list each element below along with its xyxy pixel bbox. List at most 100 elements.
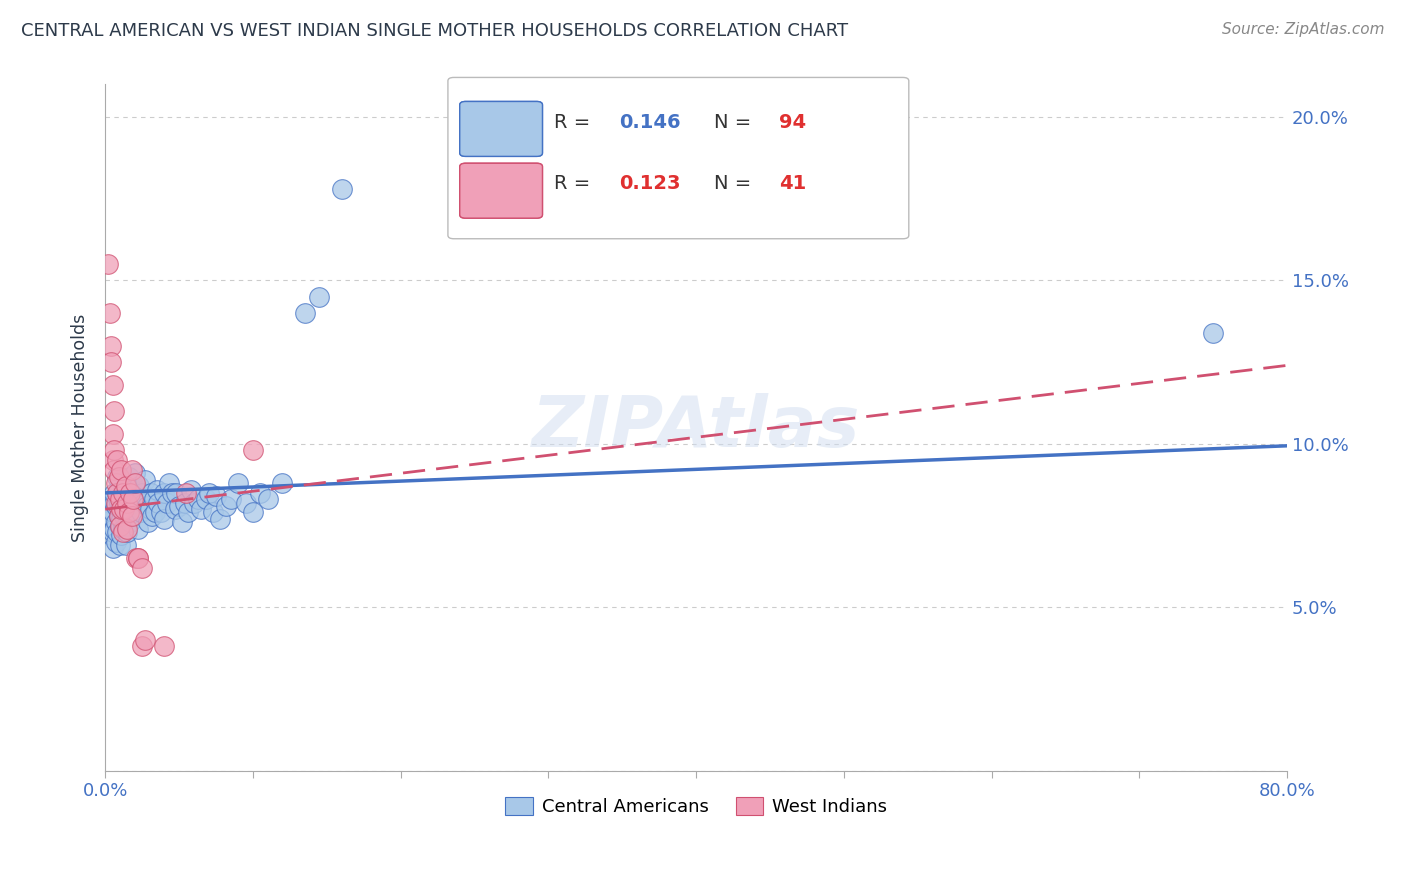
Point — [111, 483, 134, 497]
Text: CENTRAL AMERICAN VS WEST INDIAN SINGLE MOTHER HOUSEHOLDS CORRELATION CHART: CENTRAL AMERICAN VS WEST INDIAN SINGLE M… — [21, 22, 848, 40]
Point — [98, 502, 121, 516]
Point — [256, 492, 278, 507]
Point — [112, 508, 135, 523]
Point — [129, 506, 152, 520]
Point — [124, 476, 146, 491]
Point — [122, 508, 145, 523]
Point — [143, 492, 166, 507]
Point — [100, 355, 122, 369]
Point — [127, 551, 149, 566]
Point — [117, 522, 139, 536]
Point — [101, 525, 124, 540]
Point — [121, 463, 143, 477]
Point — [124, 496, 146, 510]
Point — [127, 492, 149, 507]
Point — [121, 502, 143, 516]
Point — [108, 538, 131, 552]
Point — [110, 463, 132, 477]
Point — [242, 506, 264, 520]
Point — [104, 516, 127, 530]
Point — [111, 486, 134, 500]
Point — [165, 486, 187, 500]
Point — [156, 496, 179, 510]
Point — [112, 496, 135, 510]
Point — [112, 502, 135, 516]
Point — [153, 486, 176, 500]
Point — [131, 486, 153, 500]
FancyBboxPatch shape — [460, 163, 543, 219]
Point — [134, 473, 156, 487]
Point — [125, 506, 148, 520]
Point — [107, 508, 129, 523]
Point — [108, 492, 131, 507]
Point — [104, 499, 127, 513]
Point — [153, 512, 176, 526]
Point — [139, 486, 162, 500]
Point — [120, 486, 142, 500]
Text: N =: N = — [714, 174, 758, 194]
Point — [110, 528, 132, 542]
Point — [125, 551, 148, 566]
Point — [103, 463, 125, 477]
Point — [167, 499, 190, 513]
Point — [226, 476, 249, 491]
Point — [209, 512, 232, 526]
Point — [202, 506, 225, 520]
Point — [121, 476, 143, 491]
Text: N =: N = — [714, 112, 758, 131]
Point — [107, 469, 129, 483]
Point — [160, 486, 183, 500]
Point — [101, 541, 124, 556]
Point — [100, 339, 122, 353]
Point — [111, 525, 134, 540]
Point — [122, 492, 145, 507]
Point — [176, 486, 198, 500]
Point — [103, 486, 125, 500]
Text: 94: 94 — [779, 112, 806, 131]
Point — [190, 502, 212, 516]
Point — [330, 182, 353, 196]
Text: R =: R = — [554, 174, 596, 194]
Point — [146, 483, 169, 497]
Point — [215, 499, 238, 513]
Text: 41: 41 — [779, 174, 806, 194]
FancyBboxPatch shape — [449, 78, 908, 239]
Point — [104, 476, 127, 491]
FancyBboxPatch shape — [460, 102, 543, 156]
Point — [197, 486, 219, 500]
Point — [308, 290, 330, 304]
Point — [97, 518, 120, 533]
Point — [136, 516, 159, 530]
Text: R =: R = — [554, 112, 596, 131]
Point — [117, 525, 139, 540]
Point — [110, 512, 132, 526]
Point — [108, 502, 131, 516]
Point — [294, 306, 316, 320]
Point — [122, 486, 145, 500]
Point — [135, 499, 157, 513]
Point — [117, 486, 139, 500]
Point — [105, 486, 128, 500]
Point — [128, 479, 150, 493]
Point — [120, 492, 142, 507]
Point — [242, 443, 264, 458]
Point — [115, 518, 138, 533]
Point — [111, 502, 134, 516]
Point — [103, 522, 125, 536]
Point — [101, 427, 124, 442]
Point — [107, 496, 129, 510]
Point — [127, 522, 149, 536]
Point — [219, 492, 242, 507]
Point — [145, 506, 167, 520]
Point — [118, 469, 141, 483]
Point — [120, 516, 142, 530]
Text: ZIPAtlas: ZIPAtlas — [531, 393, 860, 462]
Point — [148, 496, 170, 510]
Point — [100, 528, 122, 542]
Point — [118, 506, 141, 520]
Point — [194, 492, 217, 507]
Point — [271, 476, 294, 491]
Point — [117, 506, 139, 520]
Point — [101, 378, 124, 392]
Point — [153, 640, 176, 654]
